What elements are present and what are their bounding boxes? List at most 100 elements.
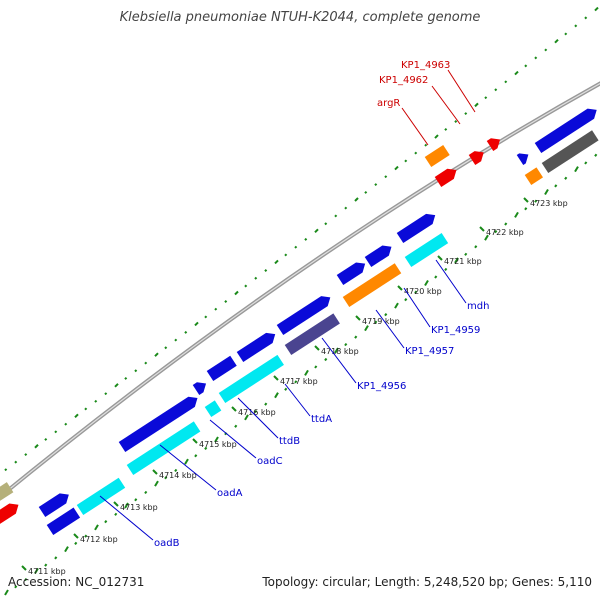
outer-tick <box>264 269 268 272</box>
inner-tick <box>34 567 39 574</box>
inner-tick <box>74 541 78 546</box>
gene-label-oadc: oadC <box>257 456 283 467</box>
gene-blue <box>534 108 597 154</box>
gene-slate <box>284 313 340 356</box>
gene-label-oada: oadA <box>217 488 243 499</box>
scale-tick <box>437 255 443 261</box>
outer-tick <box>114 383 119 388</box>
inner-tick <box>494 229 498 234</box>
outer-tick <box>374 183 378 187</box>
gene-red <box>0 503 19 526</box>
inner-tick <box>374 320 378 324</box>
inner-tick <box>474 245 478 249</box>
gene-blue <box>118 396 198 453</box>
label-leader-line <box>431 85 461 125</box>
gene-cyan-shape <box>404 233 449 268</box>
gene-cyan-shape <box>218 354 284 404</box>
scale-label: 4719 kbp <box>362 317 400 326</box>
inner-tick <box>544 189 549 196</box>
gene-blue-shape <box>516 153 529 166</box>
inner-tick <box>184 458 189 465</box>
inner-tick <box>314 365 318 369</box>
gene-olive <box>0 482 14 503</box>
scale-labels: 4711 kbp 4712 kbp 4713 kbp 4714 kbp 4715 kbp… <box>21 197 568 576</box>
gene-blue-shape <box>276 296 331 336</box>
inner-tick <box>364 325 369 332</box>
scale-label: 4712 kbp <box>80 535 118 544</box>
gene-label-kp1_4963: KP1_4963 <box>401 60 450 71</box>
gene-cyan-shape <box>204 400 222 418</box>
outer-tick <box>94 399 98 403</box>
outer-tick <box>394 165 399 171</box>
inner-tick <box>114 512 118 516</box>
outer-tick <box>304 237 308 241</box>
inner-tick <box>254 409 258 414</box>
scale-tick <box>231 406 237 412</box>
scale-label: 4720 kbp <box>404 287 442 296</box>
gene-gray-shape <box>541 130 599 174</box>
outer-tick <box>164 346 168 350</box>
gene-cyan <box>204 400 222 418</box>
outer-tick <box>104 392 108 396</box>
inner-tick <box>154 480 159 487</box>
gene-orange-shape <box>342 263 402 308</box>
inner-tick <box>594 153 598 157</box>
outer-tick <box>224 300 228 303</box>
label-leader-line <box>159 444 217 491</box>
gene-blue-shape <box>534 108 597 154</box>
outer-tick <box>554 38 559 44</box>
inner-tick <box>194 454 198 458</box>
inner-tick <box>384 313 388 317</box>
accession-label: Accession: NC_012731 <box>8 575 145 589</box>
inner-tick <box>44 563 48 567</box>
gene-label-oadb: oadB <box>154 538 180 549</box>
inner-tick <box>244 414 249 421</box>
inner-tick <box>464 252 468 256</box>
gene-gray <box>541 130 599 174</box>
outer-tick <box>444 127 448 131</box>
scale-tick <box>21 565 27 571</box>
gene-blue <box>336 262 366 286</box>
outer-tick <box>154 352 159 357</box>
outer-tick <box>294 245 298 249</box>
outer-tick <box>574 24 578 28</box>
gene-label-kp1_4956: KP1_4956 <box>357 381 406 392</box>
inner-tick <box>434 275 438 279</box>
scale-tick <box>152 469 158 475</box>
gene-slate-shape <box>284 313 340 356</box>
outer-tick <box>184 330 188 334</box>
inner-tick <box>284 387 288 391</box>
gene-blue <box>364 245 392 268</box>
gene-orange <box>524 167 544 186</box>
gene-features <box>0 108 599 536</box>
inner-tick <box>354 335 358 339</box>
inner-tick <box>94 524 99 531</box>
outer-tick <box>384 175 388 179</box>
gene-blue-shape <box>38 493 69 518</box>
backbone-highlight <box>0 82 600 498</box>
inner-tick <box>304 369 309 376</box>
scale-label: 4716 kbp <box>238 408 276 417</box>
inner-tick <box>504 222 508 226</box>
inner-tick <box>204 446 208 450</box>
gene-orange <box>342 263 402 308</box>
outer-tick <box>584 16 588 20</box>
inner-tick <box>134 498 138 502</box>
scale-label: 4713 kbp <box>120 503 158 512</box>
genome-backbone <box>0 81 600 500</box>
gene-blue-shape <box>236 332 276 363</box>
outer-tick <box>214 307 218 311</box>
outer-tick <box>244 284 248 288</box>
outer-tick <box>484 96 488 100</box>
gene-red-shape <box>486 138 501 152</box>
gene-red <box>468 151 484 166</box>
outer-tick <box>434 134 439 139</box>
inner-tick <box>4 589 9 596</box>
gene-label-mdh: mdh <box>467 301 489 312</box>
inner-tick <box>554 184 558 188</box>
inner-tick <box>484 234 489 241</box>
inner-tick <box>234 424 238 428</box>
outer-tick <box>134 369 138 373</box>
gene-red <box>434 168 457 188</box>
